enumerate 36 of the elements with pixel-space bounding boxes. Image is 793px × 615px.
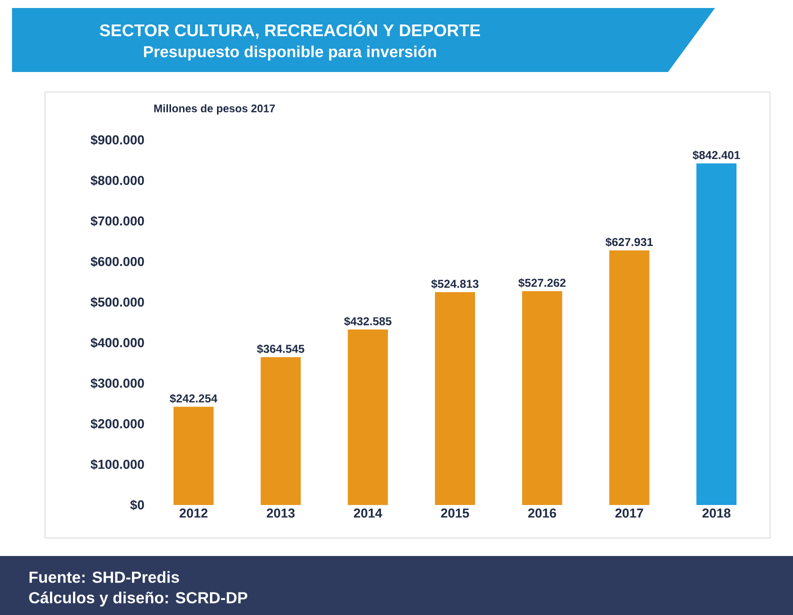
x-tick-label: 2017 [615, 508, 644, 518]
y-tick-label: $400.000 [90, 337, 144, 348]
x-tick-label: 2015 [441, 508, 470, 518]
data-label: $524.813 [431, 279, 478, 289]
source-note: Fuente: SHD-Predis [30, 571, 180, 583]
y-tick-label: $200.000 [90, 418, 144, 430]
bar [348, 330, 388, 505]
x-tick-label: 2016 [528, 508, 556, 518]
x-tick-label: 2013 [266, 508, 295, 518]
y-tick-label: $500.000 [90, 296, 144, 308]
bar [434, 292, 476, 505]
x-tick-label: 2012 [180, 508, 208, 518]
y-tick-label: $800.000 [90, 175, 144, 186]
bar [260, 357, 301, 505]
y-tick-label: $600.000 [90, 256, 144, 267]
y-tick-label: $300.000 [90, 378, 144, 389]
bar [174, 406, 214, 505]
chart-subtitle: Presupuesto disponible para inversión [144, 45, 436, 60]
bar [609, 250, 650, 505]
y-tick-label: $0 [130, 500, 144, 510]
x-tick-label: 2014 [354, 508, 382, 518]
text: Cálculos y diseño: SCRD-DP [29, 592, 248, 607]
bar [696, 163, 736, 505]
data-label: $627.931 [606, 237, 653, 247]
data-label: $242.254 [170, 394, 218, 404]
chart-title: SECTOR CULTURA, RECREACIÓN Y DEPORTE [100, 21, 480, 39]
x-tick-label: 2018 [702, 508, 730, 518]
data-label: $842.401 [692, 150, 740, 160]
data-label: $364.545 [256, 344, 304, 354]
y-axis-title: Millones de pesos 2017 [154, 104, 275, 114]
y-tick-label: $900.000 [90, 134, 144, 146]
data-label: $527.262 [518, 278, 566, 288]
bar [522, 291, 562, 505]
y-tick-label: $100.000 [90, 459, 144, 470]
data-label: $432.585 [344, 316, 392, 326]
y-tick-label: $700.000 [90, 216, 144, 226]
